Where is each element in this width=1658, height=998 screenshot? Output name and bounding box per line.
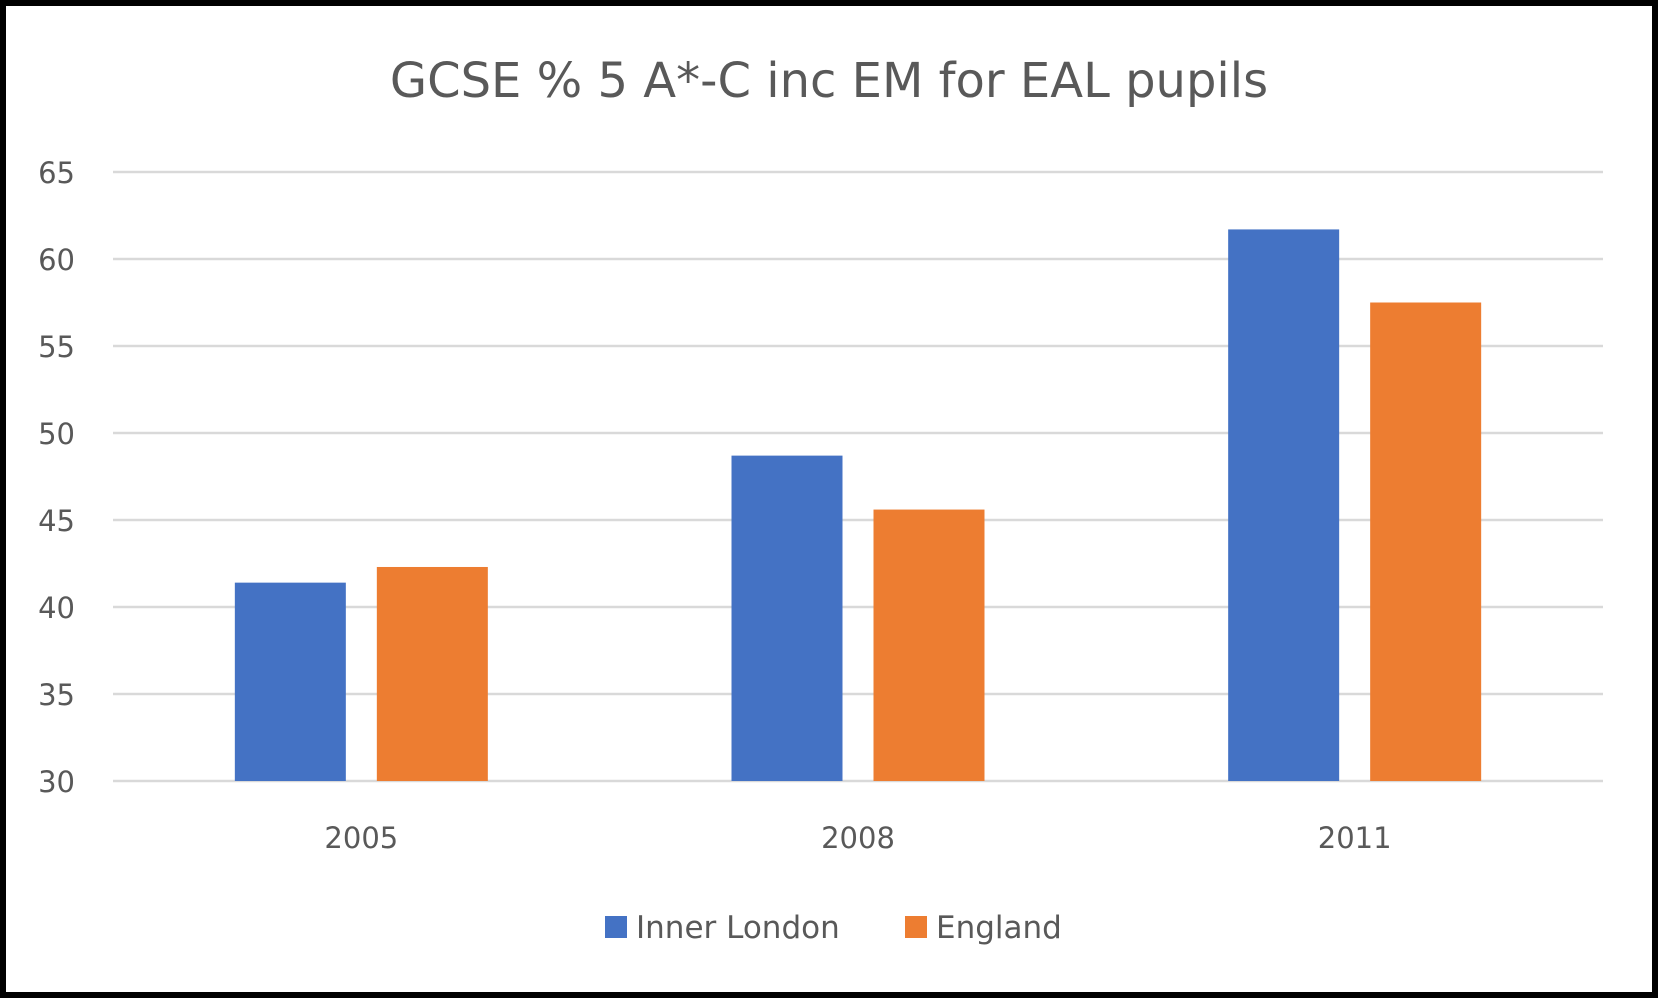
y-tick-label: 40 <box>38 591 75 625</box>
bar-england-2011 <box>1370 302 1482 781</box>
y-tick-label: 50 <box>38 417 75 451</box>
legend-swatch <box>905 916 927 938</box>
bar-inner-london-2011 <box>1228 229 1340 782</box>
x-tick-label: 2008 <box>821 821 895 855</box>
legend-label: England <box>936 910 1062 946</box>
y-tick-label: 30 <box>38 765 75 799</box>
y-tick-label: 35 <box>38 678 75 712</box>
bar-inner-london-2005 <box>234 582 346 781</box>
y-tick-label: 55 <box>38 330 75 364</box>
y-tick-label: 65 <box>38 156 75 190</box>
x-tick-label: 2005 <box>324 821 398 855</box>
bar-england-2005 <box>376 566 488 781</box>
chart-title: GCSE % 5 A*-C inc EM for EAL pupils <box>390 53 1268 109</box>
y-tick-label: 60 <box>38 243 75 277</box>
bar-inner-london-2008 <box>731 455 843 781</box>
x-tick-label: 2011 <box>1318 821 1392 855</box>
bar-england-2008 <box>873 509 985 781</box>
legend-swatch <box>605 916 627 938</box>
y-tick-label: 45 <box>38 504 75 538</box>
legend-label: Inner London <box>636 910 840 946</box>
